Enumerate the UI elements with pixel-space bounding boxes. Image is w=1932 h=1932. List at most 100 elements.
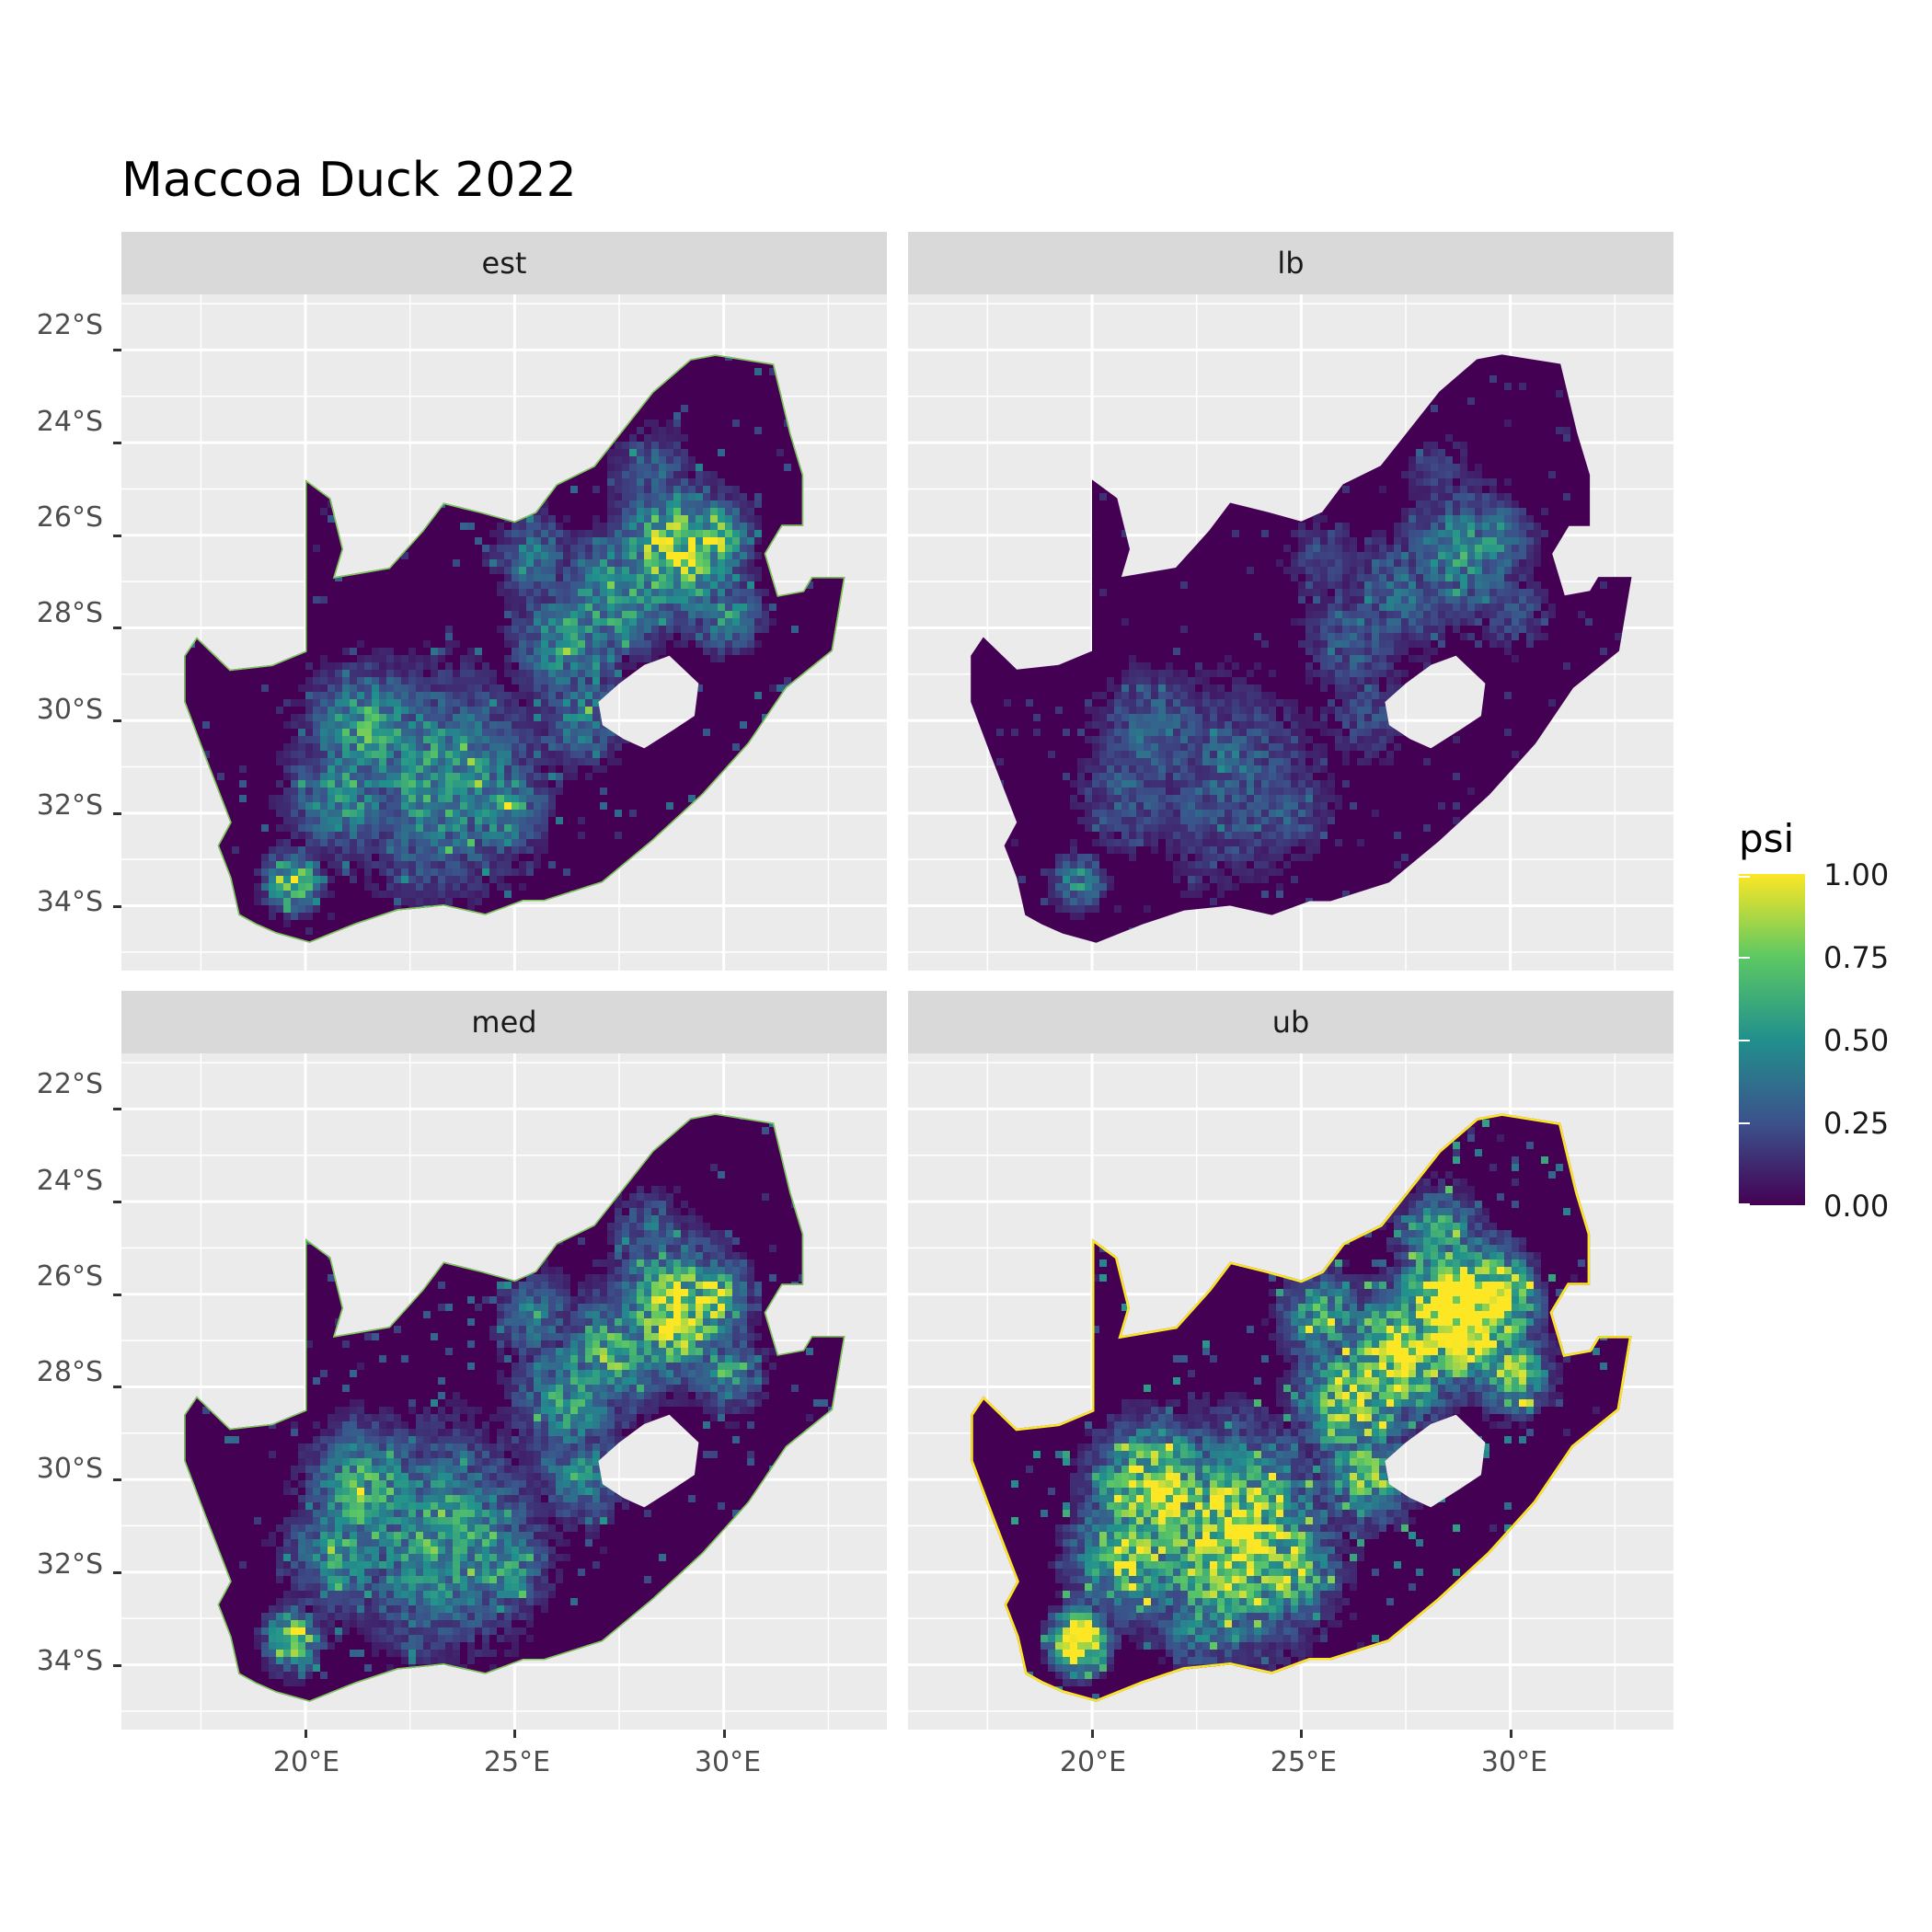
raster-cell [1180, 868, 1188, 876]
raster-cell [1173, 721, 1180, 729]
raster-cell [1261, 810, 1269, 817]
raster-cell [666, 1193, 673, 1201]
raster-cell [1379, 596, 1386, 604]
raster-cell [1180, 721, 1188, 729]
raster-cell [607, 471, 615, 478]
raster-cell [1298, 743, 1305, 751]
map-est [121, 294, 887, 971]
raster-cell [305, 861, 313, 868]
raster-cell [740, 618, 747, 626]
raster-cell [1180, 684, 1188, 692]
raster-cell [1313, 515, 1320, 523]
raster-cell [703, 729, 710, 736]
raster-cell [1180, 729, 1188, 736]
raster-cell [254, 611, 261, 618]
raster-cell [1114, 758, 1121, 765]
raster-cell [364, 868, 372, 876]
raster-cell [431, 714, 438, 721]
raster-cell [1423, 596, 1431, 604]
raster-cell [740, 596, 747, 604]
map-med [121, 1053, 887, 1730]
raster-cell [1239, 677, 1247, 684]
raster-cell [1644, 545, 1651, 552]
raster-cell [475, 824, 482, 832]
raster-cell [622, 500, 629, 508]
raster-cell [1232, 729, 1239, 736]
raster-cell [747, 537, 754, 545]
raster-cell [703, 493, 710, 500]
raster-cell [644, 508, 651, 515]
raster-cell [666, 626, 673, 633]
raster-cell [556, 780, 563, 788]
raster-cell [482, 559, 489, 567]
raster-cell [1328, 780, 1335, 788]
raster-cell [592, 751, 600, 758]
raster-cell [600, 618, 607, 626]
raster-cell [666, 427, 673, 434]
raster-cell [644, 640, 651, 648]
raster-cell [1409, 604, 1416, 611]
raster-cell [1225, 839, 1232, 846]
raster-cell [475, 721, 482, 729]
raster-cell [357, 707, 364, 714]
raster-cell [578, 670, 585, 677]
raster-cell [305, 780, 313, 788]
raster-cell [681, 1282, 688, 1289]
raster-cell [512, 707, 519, 714]
raster-cell [806, 567, 813, 574]
raster-cell [394, 854, 401, 861]
raster-cell [313, 692, 320, 699]
raster-cell [673, 427, 681, 434]
raster-cell [1180, 751, 1188, 758]
raster-cell [1350, 655, 1357, 662]
raster-cell [1666, 353, 1673, 361]
raster-cell [592, 677, 600, 684]
raster-cell [1254, 707, 1261, 714]
raster-cell [534, 861, 541, 868]
raster-cell [276, 802, 283, 810]
raster-cell [1320, 662, 1328, 670]
raster-cell [423, 832, 431, 839]
raster-cell [298, 743, 305, 751]
raster-cell [1512, 515, 1519, 523]
raster-cell [1254, 743, 1261, 751]
raster-cell [445, 1156, 453, 1164]
raster-cell [401, 743, 408, 751]
raster-cell [350, 743, 357, 751]
raster-cell [637, 486, 644, 493]
raster-cell [1276, 839, 1283, 846]
raster-cell [681, 677, 688, 684]
raster-cell [1357, 574, 1364, 581]
raster-cell [622, 684, 629, 692]
raster-cell [548, 545, 556, 552]
raster-cell [659, 1245, 666, 1252]
raster-cell [1409, 567, 1416, 574]
raster-cell [1328, 817, 1335, 824]
raster-cell [1364, 324, 1372, 331]
raster-cell [1313, 574, 1320, 581]
raster-cell [534, 773, 541, 780]
raster-cell [519, 810, 526, 817]
raster-cell [1033, 508, 1041, 515]
raster-cell [379, 699, 386, 707]
raster-cell [1202, 765, 1210, 773]
raster-cell [1401, 545, 1409, 552]
raster-cell [1092, 788, 1099, 795]
raster-cell [725, 523, 732, 530]
raster-cell [475, 743, 482, 751]
raster-cell [666, 1252, 673, 1259]
raster-cell [298, 810, 305, 817]
raster-cell [291, 1134, 298, 1142]
raster-cell [1144, 795, 1151, 802]
raster-cell [1283, 824, 1291, 832]
raster-cell [534, 780, 541, 788]
raster-cell [1099, 795, 1107, 802]
raster-cell [659, 478, 666, 486]
raster-cell [526, 662, 534, 670]
raster-cell [1166, 699, 1173, 707]
raster-cell [431, 692, 438, 699]
raster-cell [688, 1053, 696, 1061]
raster-cell [1541, 589, 1548, 596]
raster-cell [1070, 361, 1077, 368]
raster-cell [1180, 861, 1188, 868]
